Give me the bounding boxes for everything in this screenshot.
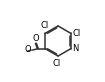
Text: Cl: Cl (41, 21, 49, 31)
Text: O: O (25, 45, 32, 54)
Text: Cl: Cl (53, 59, 61, 68)
Text: Cl: Cl (73, 29, 81, 38)
Text: O: O (33, 34, 40, 42)
Text: N: N (72, 44, 78, 53)
